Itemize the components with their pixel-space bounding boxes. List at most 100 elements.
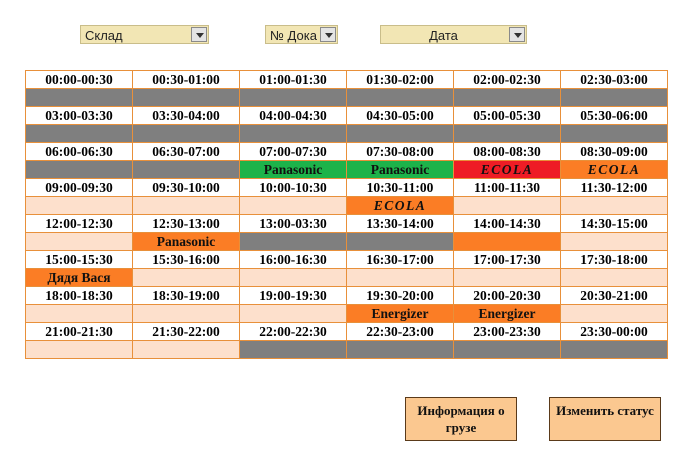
slot-cell[interactable]: [453, 88, 561, 107]
slot-cell[interactable]: [25, 304, 133, 323]
slot-cell[interactable]: Energizer: [453, 304, 561, 323]
time-cell: 09:30-10:00: [132, 178, 240, 197]
time-cell: 18:30-19:00: [132, 286, 240, 305]
time-cell: 03:00-03:30: [25, 106, 133, 125]
time-cell: 04:00-04:30: [239, 106, 347, 125]
slot-cell[interactable]: [239, 304, 347, 323]
time-cell: 07:30-08:00: [346, 142, 454, 161]
time-cell: 08:30-09:00: [560, 142, 668, 161]
chevron-down-icon[interactable]: [320, 27, 336, 42]
time-cell: 22:30-23:00: [346, 322, 454, 341]
time-cell: 22:00-22:30: [239, 322, 347, 341]
schedule-table: 00:00-00:30 00:30-01:00 01:00-01:30 01:30-0…: [25, 70, 668, 359]
slot-cell[interactable]: Дядя Вася: [25, 268, 133, 287]
time-cell: 03:30-04:00: [132, 106, 240, 125]
time-cell: 00:00-00:30: [25, 70, 133, 89]
slot-cell[interactable]: [346, 340, 454, 359]
slot-cell[interactable]: [25, 232, 133, 251]
filter-date[interactable]: Дата: [380, 25, 527, 44]
time-cell: 05:00-05:30: [453, 106, 561, 125]
slot-row: Panasonic Panasonic ECOLA ECOLA: [25, 160, 668, 179]
slot-row: [25, 124, 668, 143]
slot-cell[interactable]: [453, 196, 561, 215]
time-row: 15:00-15:30 15:30-16:00 16:00-16:30 16:30-1…: [25, 250, 668, 269]
slot-cell[interactable]: [346, 88, 454, 107]
slot-cell[interactable]: [25, 88, 133, 107]
slot-cell[interactable]: [25, 124, 133, 143]
slot-cell[interactable]: [132, 160, 240, 179]
slot-cell[interactable]: ECOLA: [453, 160, 561, 179]
time-cell: 04:30-05:00: [346, 106, 454, 125]
slot-row: Дядя Вася: [25, 268, 668, 287]
slot-cell[interactable]: [560, 340, 668, 359]
slot-cell[interactable]: [453, 340, 561, 359]
slot-cell[interactable]: [132, 124, 240, 143]
time-cell: 01:00-01:30: [239, 70, 347, 89]
slot-cell[interactable]: [560, 88, 668, 107]
slot-cell[interactable]: [346, 124, 454, 143]
slot-cell[interactable]: [560, 304, 668, 323]
time-row: 09:00-09:30 09:30-10:00 10:00-10:30 10:30-1…: [25, 178, 668, 197]
time-cell: 11:30-12:00: [560, 178, 668, 197]
slot-cell[interactable]: [453, 124, 561, 143]
chevron-down-icon[interactable]: [509, 27, 525, 42]
time-cell: 17:30-18:00: [560, 250, 668, 269]
slot-cell[interactable]: [453, 268, 561, 287]
time-cell: 08:00-08:30: [453, 142, 561, 161]
slot-row: ECOLA: [25, 196, 668, 215]
slot-cell[interactable]: [239, 124, 347, 143]
time-cell: 10:30-11:00: [346, 178, 454, 197]
slot-cell[interactable]: [346, 268, 454, 287]
filter-dock-label: № Дока: [270, 28, 317, 43]
slot-cell[interactable]: ECOLA: [346, 196, 454, 215]
change-status-button[interactable]: Изменить статус: [549, 397, 661, 441]
slot-cell[interactable]: [239, 88, 347, 107]
slot-cell[interactable]: [25, 160, 133, 179]
time-cell: 10:00-10:30: [239, 178, 347, 197]
time-cell: 02:30-03:00: [560, 70, 668, 89]
time-cell: 11:00-11:30: [453, 178, 561, 197]
time-cell: 20:00-20:30: [453, 286, 561, 305]
slot-cell[interactable]: [132, 340, 240, 359]
time-cell: 13:00-03:30: [239, 214, 347, 233]
slot-cell[interactable]: Panasonic: [239, 160, 347, 179]
time-cell: 16:00-16:30: [239, 250, 347, 269]
slot-cell[interactable]: [560, 232, 668, 251]
cargo-info-button[interactable]: Информация о грузе: [405, 397, 517, 441]
time-row: 03:00-03:30 03:30-04:00 04:00-04:30 04:30-0…: [25, 106, 668, 125]
slot-cell[interactable]: Panasonic: [132, 232, 240, 251]
slot-cell[interactable]: [132, 88, 240, 107]
slot-cell[interactable]: [25, 196, 133, 215]
slot-cell[interactable]: [132, 268, 240, 287]
time-cell: 14:00-14:30: [453, 214, 561, 233]
time-cell: 00:30-01:00: [132, 70, 240, 89]
slot-cell[interactable]: [132, 304, 240, 323]
slot-cell[interactable]: [346, 232, 454, 251]
slot-cell[interactable]: [453, 232, 561, 251]
time-row: 21:00-21:30 21:30-22:00 22:00-22:30 22:30-2…: [25, 322, 668, 341]
time-cell: 23:30-00:00: [560, 322, 668, 341]
slot-cell[interactable]: [25, 340, 133, 359]
slot-cell[interactable]: [560, 196, 668, 215]
time-cell: 18:00-18:30: [25, 286, 133, 305]
slot-cell[interactable]: [239, 196, 347, 215]
time-cell: 23:00-23:30: [453, 322, 561, 341]
slot-cell[interactable]: [560, 124, 668, 143]
time-cell: 21:00-21:30: [25, 322, 133, 341]
slot-cell[interactable]: [239, 232, 347, 251]
filter-sklad[interactable]: Склад: [80, 25, 209, 44]
slot-cell[interactable]: [239, 340, 347, 359]
time-cell: 06:30-07:00: [132, 142, 240, 161]
time-row: 18:00-18:30 18:30-19:00 19:00-19:30 19:30-2…: [25, 286, 668, 305]
slot-cell[interactable]: [239, 268, 347, 287]
time-cell: 07:00-07:30: [239, 142, 347, 161]
filter-sklad-label: Склад: [85, 28, 123, 43]
slot-cell[interactable]: Energizer: [346, 304, 454, 323]
chevron-down-icon[interactable]: [191, 27, 207, 42]
slot-cell[interactable]: Panasonic: [346, 160, 454, 179]
time-cell: 15:30-16:00: [132, 250, 240, 269]
slot-cell[interactable]: [560, 268, 668, 287]
filter-dock[interactable]: № Дока: [265, 25, 338, 44]
slot-cell[interactable]: [132, 196, 240, 215]
slot-cell[interactable]: ECOLA: [560, 160, 668, 179]
